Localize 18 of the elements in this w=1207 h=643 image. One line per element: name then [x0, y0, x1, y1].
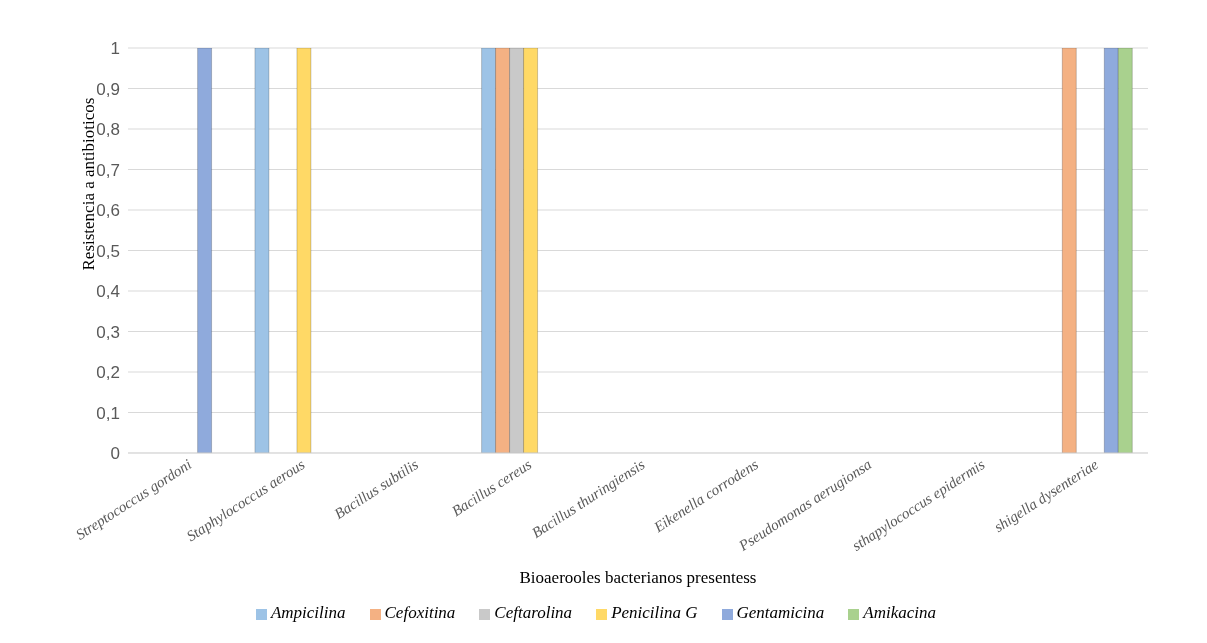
- y-tick-label: 0,8: [96, 120, 120, 140]
- y-tick-label: 0,5: [96, 241, 120, 261]
- y-tick-label: 0,2: [96, 363, 120, 383]
- y-tick-label: 0,3: [96, 322, 120, 342]
- legend-label: Penicilina G: [611, 603, 698, 622]
- y-tick-label: 0,1: [96, 403, 120, 423]
- y-tick-label: 0,6: [96, 201, 120, 221]
- legend-label: Ampicilina: [270, 603, 346, 622]
- legend-label: Amikacina: [863, 603, 937, 622]
- legend-label: Gentamicina: [736, 603, 825, 622]
- legend-label: Cefoxitina: [384, 603, 456, 622]
- y-tick-label: 0,9: [96, 79, 120, 99]
- y-tick-label: 0: [110, 444, 120, 464]
- legend-label: Ceftarolina: [494, 603, 573, 622]
- x-axis-title: Bioaerooles bacterianos presentess: [519, 568, 757, 587]
- y-tick-label: 0,4: [96, 282, 120, 302]
- y-tick-label: 0,7: [96, 160, 120, 180]
- y-tick-label: 1: [110, 39, 120, 59]
